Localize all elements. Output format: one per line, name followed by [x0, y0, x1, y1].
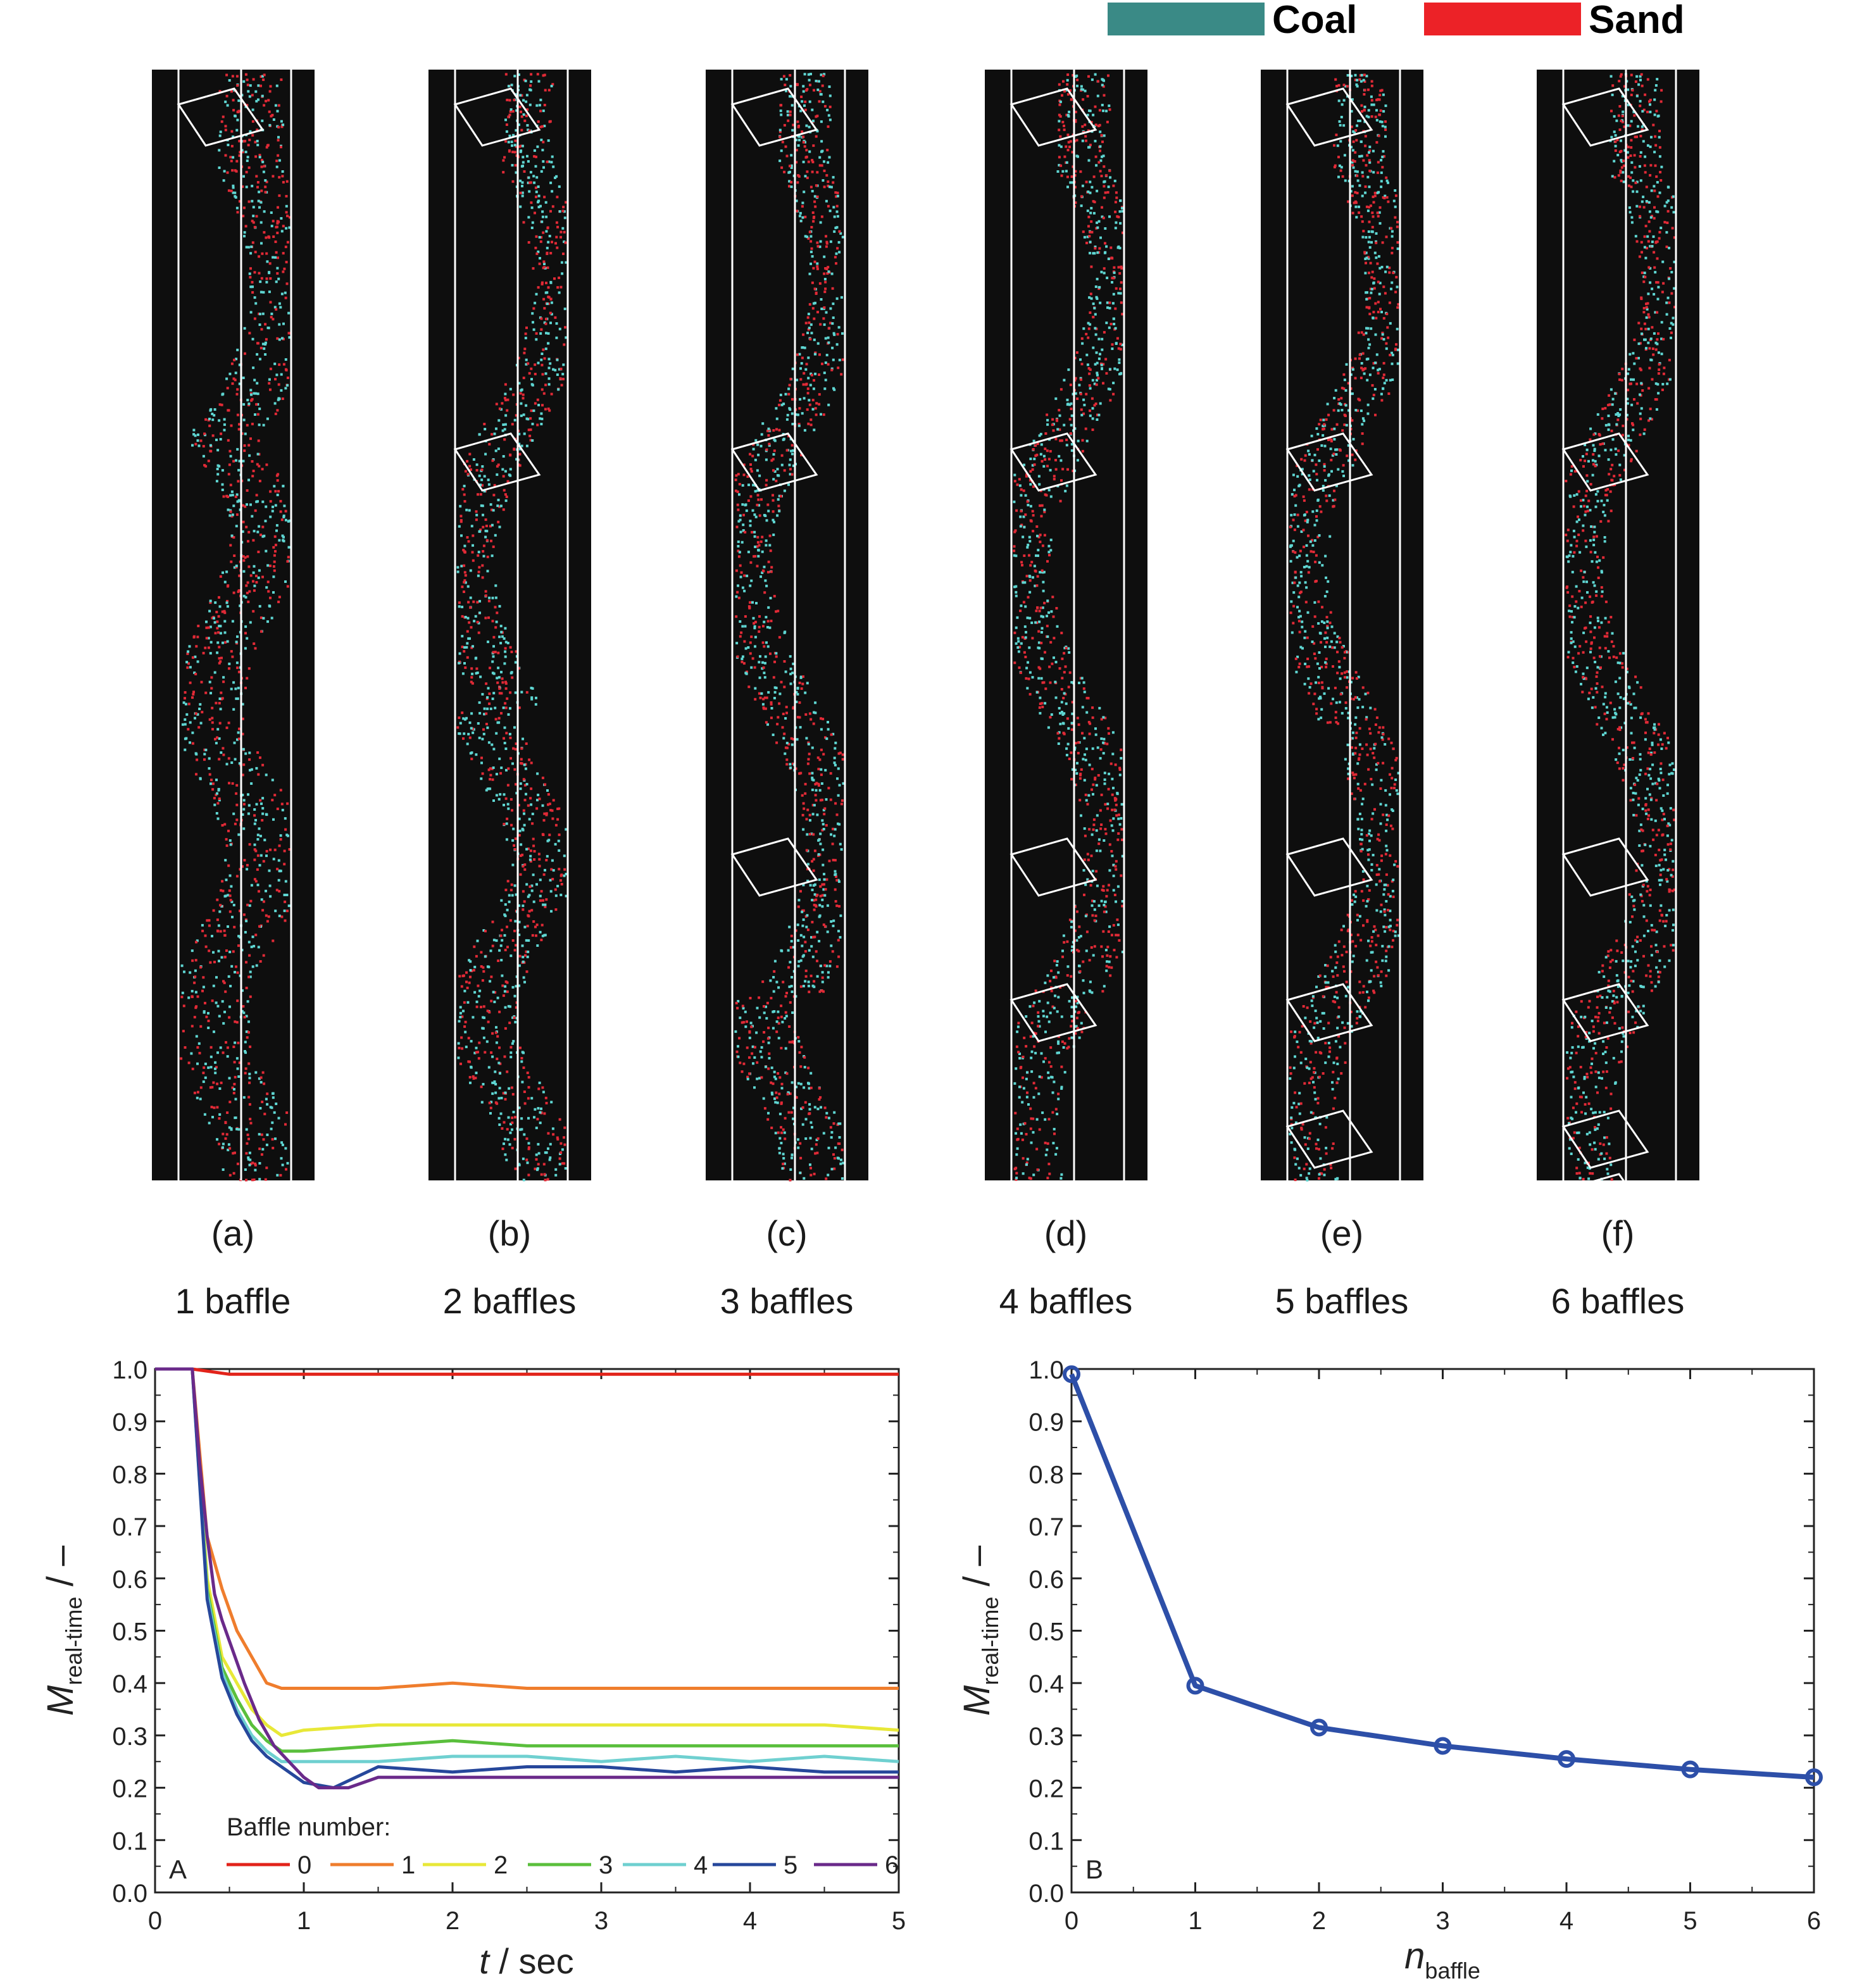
panel-letter: (a) [211, 1213, 254, 1253]
x-tick-label: 4 [1560, 1907, 1573, 1935]
series-line-3 [155, 1369, 899, 1751]
x-tick-label: 1 [1188, 1907, 1202, 1935]
y-tick-label: 1.0 [1028, 1356, 1064, 1384]
panel-caption: 4 baffles [999, 1281, 1133, 1321]
legend-label: 0 [297, 1851, 311, 1879]
top-legend: Coal Sand [1108, 0, 1685, 42]
legend-label: 5 [784, 1851, 797, 1879]
sand-legend-swatch [1424, 3, 1581, 35]
panel-caption: 1 baffle [175, 1281, 291, 1321]
y-tick-label: 0.9 [1028, 1409, 1064, 1437]
y-tick-label: 0.1 [1028, 1827, 1064, 1855]
y-tick-label: 0.4 [112, 1670, 147, 1698]
simulation-panel-4 [985, 70, 1147, 1181]
panel-background [1537, 70, 1699, 1180]
chart-b-mixing-vs-baffles: 0.0 0.1 0.2 0.3 0.4 0.5 0.6 0.7 0.8 0.9 1.0 0 1 2 3 4 5 6… [956, 1356, 1821, 1984]
panel-caption: 6 baffles [1551, 1281, 1685, 1321]
series-line-1 [155, 1369, 899, 1689]
x-tick-label: 3 [594, 1907, 608, 1935]
y-tick-label: 0.5 [1028, 1618, 1064, 1646]
legend-title: Baffle number: [227, 1813, 391, 1841]
legend-label: 4 [694, 1851, 708, 1879]
x-tick-label: 1 [297, 1907, 311, 1935]
legend-label: 3 [599, 1851, 613, 1879]
y-tick-label: 1.0 [112, 1356, 147, 1384]
series-line-0 [1072, 1374, 1814, 1777]
panel-caption: 3 baffles [720, 1281, 854, 1321]
panel-background [985, 70, 1147, 1180]
y-tick-label: 0.9 [112, 1409, 147, 1437]
x-tick-label: 0 [1065, 1907, 1078, 1935]
simulation-panel-5 [1261, 70, 1423, 1182]
panel-label: B [1085, 1854, 1103, 1884]
y-tick-label: 0.2 [1028, 1775, 1064, 1803]
legend-label: 6 [885, 1851, 899, 1879]
x-tick-label: 5 [892, 1907, 906, 1935]
panel-background [152, 70, 315, 1180]
y-tick-label: 0.6 [1028, 1566, 1064, 1594]
x-tick-label: 3 [1435, 1907, 1449, 1935]
y-tick-label: 0.4 [1028, 1670, 1064, 1698]
panel-caption: 2 baffles [443, 1281, 577, 1321]
legend-label: 1 [401, 1851, 415, 1879]
panel-letter: (b) [488, 1213, 531, 1253]
coal-legend-label: Coal [1272, 0, 1357, 42]
panel-letter: (c) [766, 1213, 807, 1253]
panel-background [1261, 70, 1423, 1180]
x-tick-label: 4 [743, 1907, 757, 1935]
y-tick-label: 0.5 [112, 1618, 147, 1646]
simulation-panel-2 [428, 70, 591, 1181]
x-tick-label: 2 [1312, 1907, 1326, 1935]
panel-letter: (f) [1601, 1213, 1635, 1253]
y-tick-label: 0.0 [112, 1880, 147, 1908]
y-tick-label: 0.3 [1028, 1723, 1064, 1751]
panel-caption: 5 baffles [1275, 1281, 1409, 1321]
x-axis-label: nbaffle [1404, 1935, 1480, 1984]
x-axis-label: t / sec [479, 1941, 573, 1981]
simulation-panel-3 [706, 70, 868, 1182]
x-tick-label: 0 [148, 1907, 162, 1935]
y-tick-label: 0.7 [112, 1513, 147, 1541]
coal-legend-swatch [1108, 3, 1265, 35]
y-tick-label: 0.1 [112, 1827, 147, 1855]
y-tick-label: 0.2 [112, 1775, 147, 1803]
y-tick-label: 0.8 [112, 1461, 147, 1489]
series-line-4 [155, 1369, 899, 1761]
x-tick-label: 5 [1683, 1907, 1697, 1935]
simulation-panel-1 [152, 70, 315, 1182]
y-axis-label: Mreal-time / – [40, 1545, 87, 1716]
panel-letter: (d) [1044, 1213, 1087, 1253]
panel-background [428, 70, 591, 1180]
y-tick-label: 0.7 [1028, 1513, 1064, 1541]
y-tick-label: 0.6 [112, 1566, 147, 1594]
y-tick-label: 0.8 [1028, 1461, 1064, 1489]
simulation-panel-6 [1537, 70, 1699, 1231]
simulation-panels [152, 70, 1699, 1231]
panel-captions: (a) 1 baffle (b) 2 baffles (c) 3 baffles (d) 4 … [175, 1213, 1685, 1321]
x-tick-label: 6 [1807, 1907, 1821, 1935]
y-axis-label: Mreal-time / – [956, 1545, 1003, 1716]
x-tick-label: 2 [446, 1907, 459, 1935]
panel-label: A [169, 1854, 187, 1884]
panel-letter: (e) [1320, 1213, 1363, 1253]
plot-frame [1072, 1369, 1814, 1892]
y-tick-label: 0.0 [1028, 1880, 1064, 1908]
legend-label: 2 [494, 1851, 508, 1879]
y-tick-label: 0.3 [112, 1723, 147, 1751]
sand-legend-label: Sand [1589, 0, 1685, 42]
